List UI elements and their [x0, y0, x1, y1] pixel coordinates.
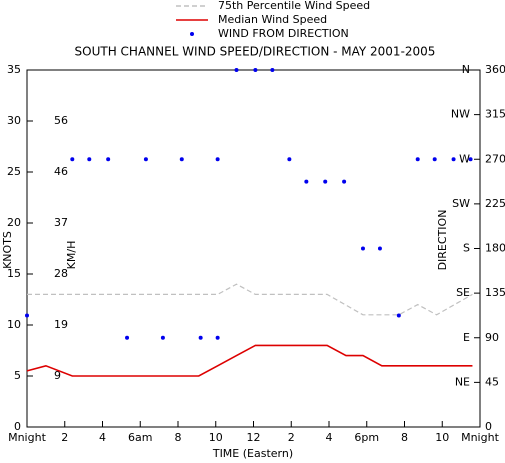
direction-point [360, 246, 365, 251]
direction-point [451, 157, 456, 162]
y2-tick-label: 0 [485, 420, 492, 433]
direction-point [468, 157, 473, 162]
kmh-tick-label: 56 [54, 114, 68, 127]
x-tick-label: 10 [435, 431, 449, 444]
kmh-axis-label: KM/H [65, 241, 78, 270]
direction-point [215, 335, 220, 340]
legend-label: WIND FROM DIRECTION [218, 27, 349, 40]
y-tick-label: 15 [7, 267, 21, 280]
y2-tick-label: 135 [485, 286, 505, 299]
y-axis-label: KNOTS [1, 231, 14, 269]
x-tick-label: 6pm [354, 431, 379, 444]
x-axis-label: TIME (Eastern) [212, 447, 293, 460]
kmh-tick-label: 28 [54, 267, 68, 280]
y2-tick-label: 180 [485, 242, 505, 255]
compass-label: NE [455, 375, 470, 388]
direction-point [234, 68, 239, 72]
y-tick-label: 10 [7, 318, 21, 331]
compass-label: SE [456, 286, 470, 299]
legend-label: Median Wind Speed [218, 13, 327, 26]
compass-label: SW [452, 197, 470, 210]
x-tick-label: 4 [326, 431, 333, 444]
direction-point [87, 157, 92, 162]
y-tick-label: 0 [14, 420, 21, 433]
chart-title: SOUTH CHANNEL WIND SPEED/DIRECTION - MAY… [75, 45, 436, 59]
y2-tick-label: 45 [485, 375, 499, 388]
y2-axis-label: DIRECTION [436, 210, 449, 271]
x-tick-label: 6am [128, 431, 152, 444]
y-tick-label: 35 [7, 63, 21, 76]
x-tick-label: 12 [247, 431, 261, 444]
compass-label: W [459, 152, 470, 165]
direction-point [179, 157, 184, 162]
y-tick-label: 20 [7, 216, 21, 229]
direction-point [198, 335, 203, 340]
x-tick-label: Mnight [8, 431, 46, 444]
y2-tick-label: 315 [485, 108, 505, 121]
x-tick-label: Mnight [461, 431, 499, 444]
kmh-tick-label: 19 [54, 318, 68, 331]
direction-point [215, 157, 220, 162]
compass-label: N [462, 63, 470, 76]
direction-point [25, 313, 29, 318]
series-line [27, 283, 473, 316]
direction-point [125, 335, 130, 340]
direction-point [432, 157, 437, 162]
direction-point [323, 179, 328, 184]
x-tick-label: 2 [61, 431, 68, 444]
y2-tick-label: 225 [485, 197, 505, 210]
y-tick-label: 25 [7, 165, 21, 178]
direction-point [377, 246, 382, 251]
compass-label: S [463, 242, 470, 255]
y2-tick-label: 360 [485, 63, 505, 76]
direction-point [287, 157, 292, 162]
direction-point [304, 179, 309, 184]
plot-frame [26, 69, 481, 428]
y-tick-label: 5 [14, 369, 21, 382]
x-tick-label: 8 [175, 431, 182, 444]
direction-point [342, 179, 347, 184]
direction-point [396, 313, 401, 318]
x-tick-label: 4 [99, 431, 106, 444]
kmh-tick-label: 37 [54, 216, 68, 229]
direction-point [143, 157, 148, 162]
x-tick-label: 2 [288, 431, 295, 444]
kmh-tick-label: 9 [54, 369, 61, 382]
compass-label: NW [451, 108, 470, 121]
direction-point [270, 68, 275, 72]
legend-label: 75th Percentile Wind Speed [218, 0, 370, 12]
series-line [26, 344, 473, 377]
direction-point [160, 335, 165, 340]
direction-point [253, 68, 258, 72]
y2-tick-label: 90 [485, 331, 499, 344]
x-tick-label: 10 [209, 431, 223, 444]
direction-point [70, 157, 75, 162]
legend-swatch [190, 32, 194, 36]
compass-label: E [463, 331, 470, 344]
direction-point [106, 157, 111, 162]
y-tick-label: 30 [7, 114, 21, 127]
kmh-tick-label: 46 [54, 165, 68, 178]
y2-tick-label: 270 [485, 152, 505, 165]
direction-point [415, 157, 420, 162]
x-tick-label: 8 [401, 431, 408, 444]
